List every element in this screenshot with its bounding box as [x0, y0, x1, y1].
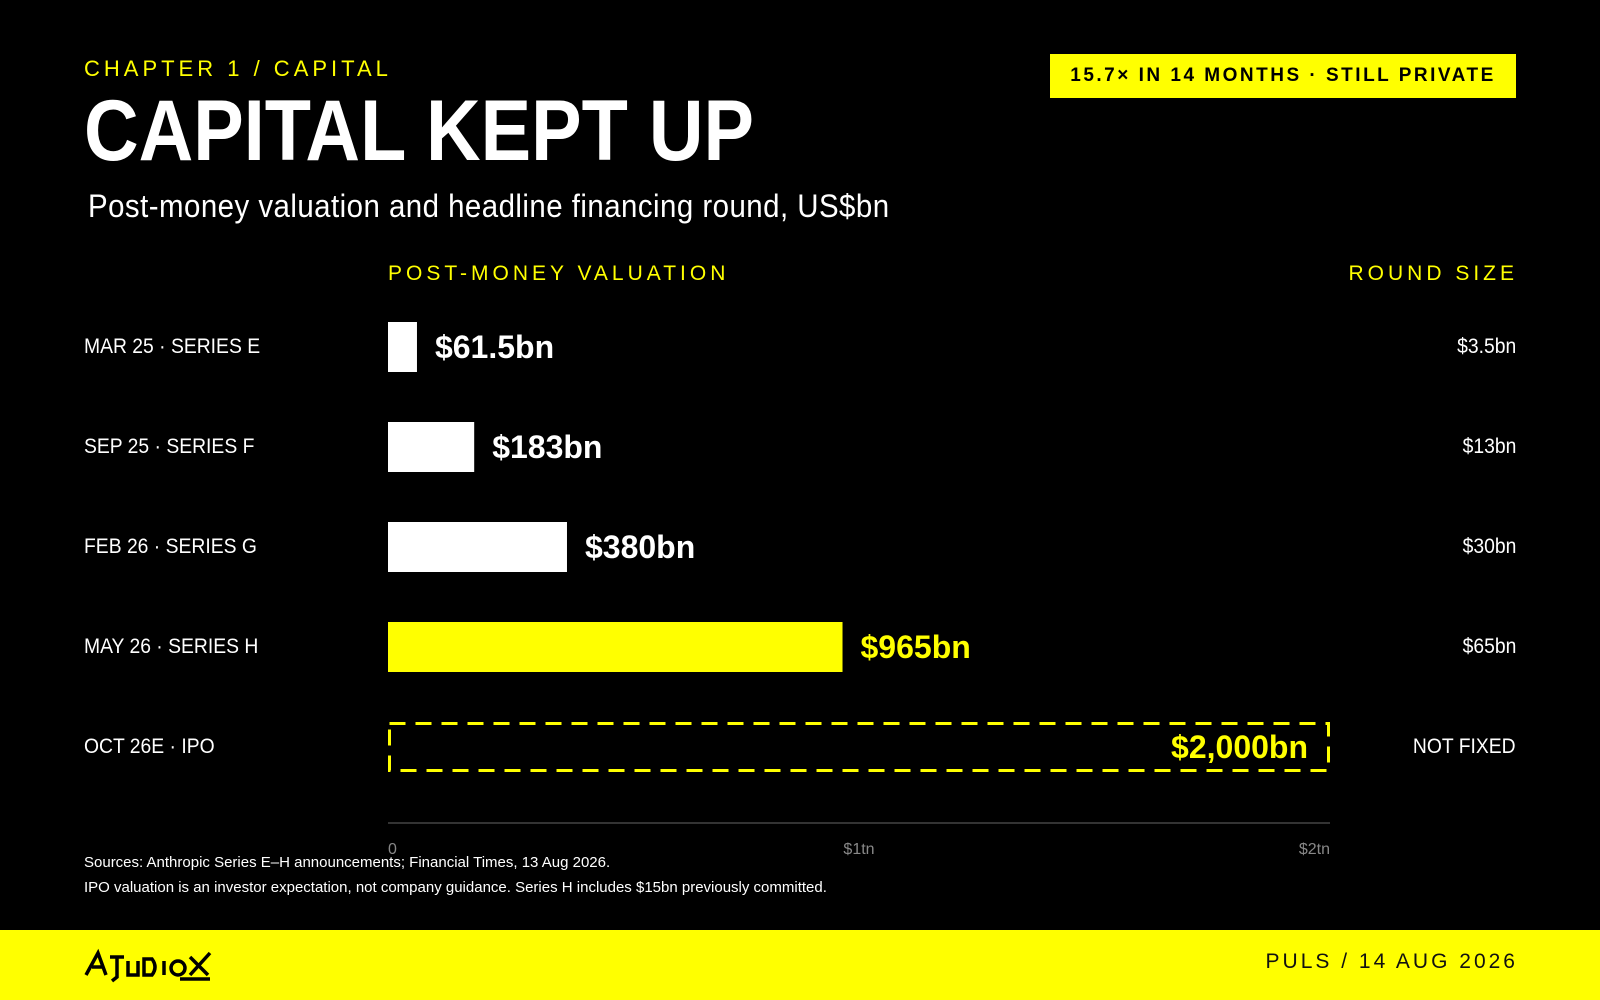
bar-value-label: $61.5bn: [435, 329, 554, 365]
publication-date: PULS / 14 AUG 2026: [1265, 950, 1518, 973]
valuation-bar: [388, 322, 417, 372]
category-label: OCT 26E · IPO: [84, 735, 215, 758]
bar-value-label: $183bn: [492, 429, 602, 465]
valuation-bar: [388, 622, 843, 672]
bar-value-label: $2,000bn: [1171, 729, 1308, 765]
category-label: SEP 25 · SERIES F: [84, 435, 255, 458]
x-tick-label: $2tn: [1299, 841, 1330, 858]
source-notes: Sources: Anthropic Series E–H announceme…: [84, 850, 827, 900]
category-label: MAR 25 · SERIES E: [84, 335, 261, 358]
round-size-value: NOT FIXED: [1413, 735, 1516, 758]
ipo-projection-bar: [388, 722, 1330, 772]
source-note-line: Sources: Anthropic Series E–H announceme…: [84, 854, 611, 871]
valuation-bar: [388, 422, 475, 472]
bar-value-label: $380bn: [585, 529, 695, 565]
chapter-eyebrow: CHAPTER 1 / CAPITAL: [84, 56, 392, 81]
valuation-column-heading: POST-MONEY VALUATION: [388, 262, 730, 285]
round-size-value: $30bn: [1462, 535, 1516, 558]
round-size-value: $13bn: [1462, 435, 1516, 458]
page-subtitle: Post-money valuation and headline financ…: [88, 188, 890, 224]
category-label: MAY 26 · SERIES H: [84, 635, 259, 658]
valuation-bar: [388, 522, 567, 572]
round-size-value: $3.5bn: [1456, 335, 1516, 358]
page-title: CAPITAL KEPT UP: [84, 83, 754, 179]
disclaimer-note-line: IPO valuation is an investor expectation…: [84, 879, 827, 896]
brand-logo: [84, 948, 212, 983]
bar-value-label: $965bn: [861, 629, 971, 665]
category-label: FEB 26 · SERIES G: [84, 535, 257, 558]
x-tick-label: 0: [388, 841, 397, 858]
x-tick-label: $1tn: [843, 841, 874, 858]
footer-bar: PULS / 14 AUG 2026: [0, 930, 1600, 1000]
valuation-bar-chart: $61.5bn $183bn $380bn $965bn $2,000bn 0 $1tn $2…: [388, 322, 1330, 858]
round-size-value: $65bn: [1462, 635, 1516, 658]
round-size-column-heading: ROUND SIZE: [1348, 262, 1518, 285]
headline-badge: 15.7× IN 14 MONTHS · STILL PRIVATE: [1050, 54, 1516, 98]
